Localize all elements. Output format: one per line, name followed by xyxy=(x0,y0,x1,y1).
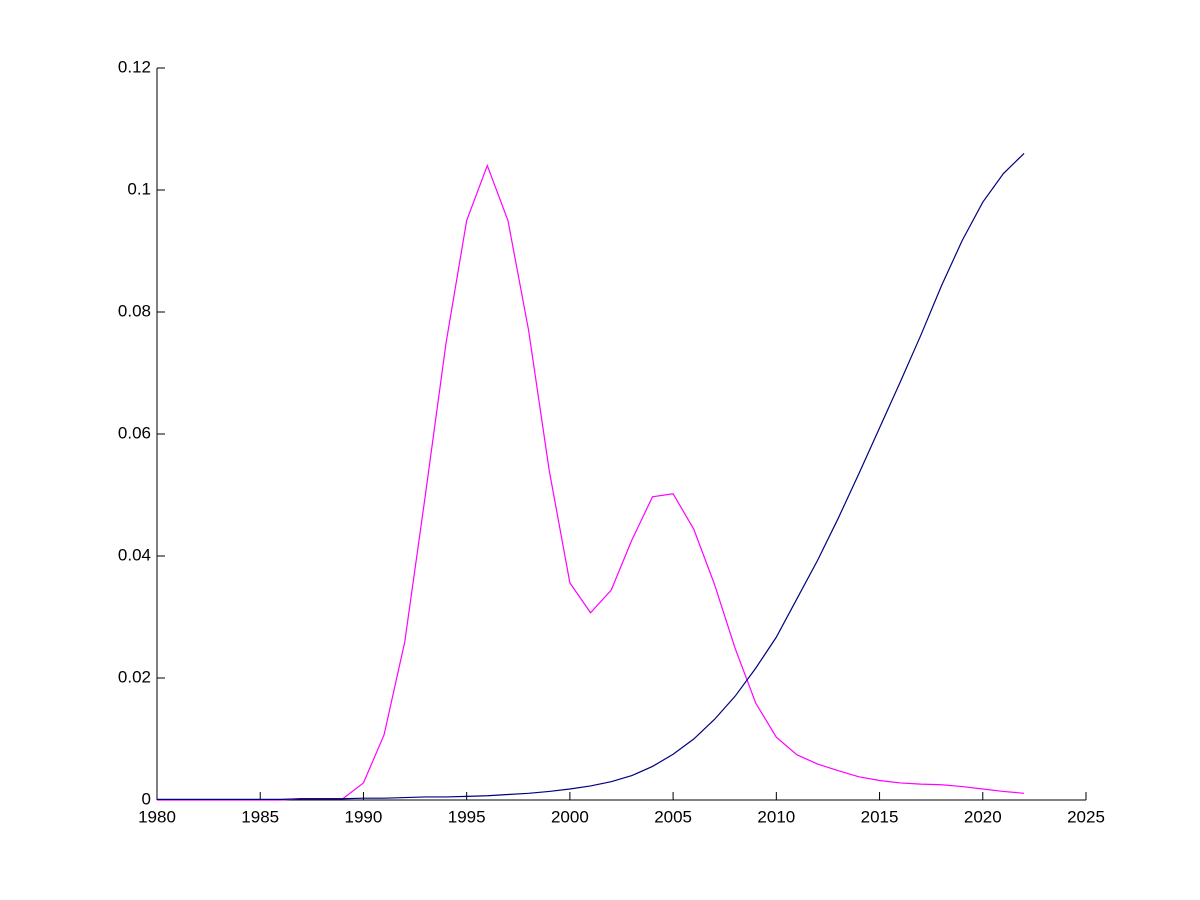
x-tick-label: 1995 xyxy=(448,807,486,826)
x-tick-label: 2005 xyxy=(654,807,692,826)
y-tick-label: 0.1 xyxy=(127,179,151,198)
y-tick-label: 0.08 xyxy=(118,301,151,320)
x-tick-label: 1990 xyxy=(345,807,383,826)
x-tick-label: 2025 xyxy=(1067,807,1105,826)
line-series xyxy=(157,163,1025,801)
x-tick-label: 2010 xyxy=(757,807,795,826)
x-tick-label: 1980 xyxy=(138,807,176,826)
y-tick-label: 0.02 xyxy=(118,667,151,686)
y-tick-label: 0.04 xyxy=(118,545,151,564)
x-tick-label: 2015 xyxy=(861,807,899,826)
line-series xyxy=(157,152,1025,800)
y-tick-label: 0 xyxy=(142,789,151,808)
y-tick-label: 0.06 xyxy=(118,423,151,442)
x-tick-label: 2000 xyxy=(551,807,589,826)
x-tick-label: 1985 xyxy=(241,807,279,826)
y-tick-label: 0.12 xyxy=(118,57,151,76)
x-tick-label: 2020 xyxy=(964,807,1002,826)
